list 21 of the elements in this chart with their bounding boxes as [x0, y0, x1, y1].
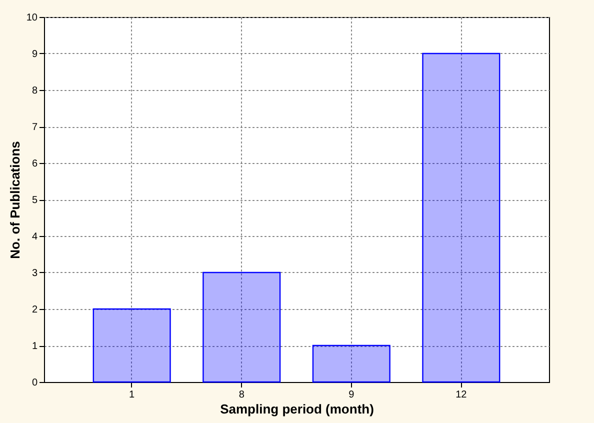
y-tick-label: 4 — [32, 232, 38, 242]
bar — [422, 52, 500, 383]
y-tick-label: 0 — [32, 378, 38, 388]
bar — [312, 344, 390, 383]
x-tick-label: 12 — [456, 390, 468, 400]
x-axis-title: Sampling period (month) — [220, 402, 374, 416]
y-tick-label: 9 — [32, 49, 38, 60]
y-tick-label: 1 — [32, 341, 38, 352]
y-tick-label: 2 — [32, 304, 38, 316]
y-tick-label: 7 — [32, 122, 38, 133]
x-tick-label: 8 — [238, 390, 245, 400]
y-tick-label: 10 — [26, 12, 38, 24]
x-tick-label: 1 — [129, 390, 136, 400]
bar — [92, 308, 171, 383]
bar — [202, 272, 281, 383]
y-tick-label: 3 — [32, 268, 38, 279]
y-tick-label: 5 — [32, 195, 38, 206]
y-tick-label: 6 — [32, 158, 38, 170]
y-tick-label: 8 — [32, 86, 38, 96]
x-tick-label: 9 — [348, 390, 355, 400]
y-axis-title: No. of Publications — [7, 141, 22, 259]
